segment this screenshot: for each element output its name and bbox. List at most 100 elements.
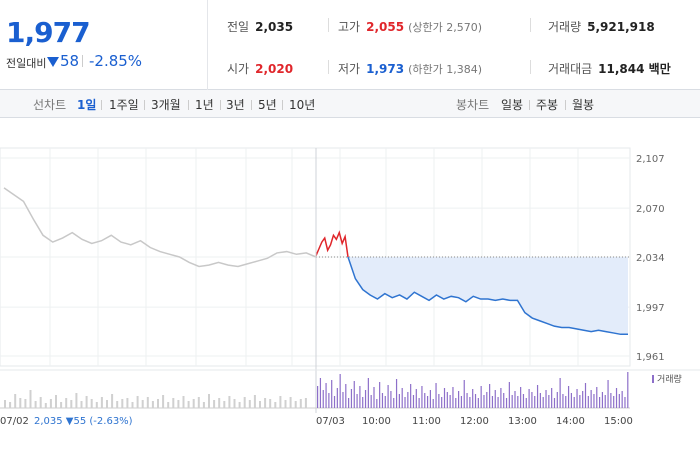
volume-bar	[584, 383, 587, 408]
volume-bar	[274, 402, 277, 408]
x-tick-label: 13:00	[508, 416, 537, 427]
divider	[144, 100, 145, 110]
change-value: 58	[60, 52, 80, 70]
volume-bar	[233, 399, 236, 408]
volume-bar	[525, 398, 527, 408]
volume-bar	[545, 390, 547, 408]
x-tick-label: 07/03	[316, 416, 345, 427]
y-tick-label: 1,961	[636, 352, 665, 363]
volume-bar	[503, 393, 505, 408]
today-up-price-line	[315, 230, 349, 258]
volume-bar	[111, 394, 114, 408]
tab-10y[interactable]: 10년	[289, 98, 316, 112]
tab-monthly[interactable]: 월봉	[572, 98, 595, 112]
volume-bar	[466, 393, 468, 408]
volume-bar	[443, 388, 446, 408]
chart-tabs-bar: 선차트 1일 1주일 3개월 1년 3년 5년 10년 봉차트 일봉 주봉 월봉	[0, 90, 700, 118]
divider	[529, 100, 530, 110]
volume-bar	[182, 396, 185, 408]
volume-bar	[9, 402, 12, 408]
tab-3y[interactable]: 3년	[226, 98, 245, 112]
volume-bar	[248, 400, 251, 408]
volume-bar	[520, 387, 522, 408]
price-chart[interactable]: 2,107 2,070 2,034 1,997 1,961 거래량 07/02 07/03 10…	[0, 118, 700, 450]
line-chart-title: 선차트	[33, 98, 67, 112]
tab-weekly[interactable]: 주봉	[536, 98, 559, 112]
tab-1y[interactable]: 1년	[195, 98, 214, 112]
volume-bar	[85, 396, 88, 408]
volume-bar	[489, 384, 491, 408]
y-tick-label: 2,034	[636, 253, 665, 264]
volume-bar	[570, 393, 572, 408]
volume-bar	[441, 397, 443, 408]
volume-bar	[534, 396, 536, 408]
volume-bar	[304, 398, 307, 408]
volume-bar	[55, 395, 57, 408]
volume-bar	[19, 398, 22, 408]
volume-bar	[322, 390, 324, 408]
tab-1w[interactable]: 1주일	[109, 98, 139, 112]
volume-bar	[95, 402, 98, 408]
volume-bar	[429, 390, 431, 408]
volume-bar	[410, 384, 412, 408]
volume-bar	[395, 379, 398, 408]
volume-bar	[319, 378, 322, 408]
divider	[565, 100, 566, 110]
volume-bar	[573, 397, 575, 408]
volume-bar	[556, 392, 558, 408]
volume-bar	[480, 386, 482, 408]
volume-bar	[100, 397, 103, 408]
volume-bar	[415, 389, 417, 408]
volume-bar	[279, 396, 282, 408]
volume-bar	[398, 394, 400, 408]
volume-bar	[116, 401, 119, 408]
volume-bar	[613, 396, 615, 408]
open-price: 시가 2,020	[227, 62, 294, 76]
volume-bar	[381, 393, 384, 408]
volume-bar	[407, 392, 409, 408]
volume-bar	[522, 394, 525, 408]
volume: 거래량 5,921,918	[548, 20, 655, 34]
high-price: 고가 2,055 (상한가 2,570)	[338, 20, 482, 34]
volume-bar	[596, 387, 598, 408]
tab-3m[interactable]: 3개월	[151, 98, 181, 112]
tab-5y[interactable]: 5년	[258, 98, 277, 112]
volume-bar	[60, 402, 63, 408]
volume-bar	[49, 399, 52, 408]
x-tick-label: 10:00	[362, 416, 391, 427]
volume-bar	[472, 389, 474, 408]
volume-bar	[582, 391, 584, 408]
volume-bar	[517, 396, 519, 408]
volume-bar	[449, 395, 451, 408]
volume-bar	[494, 390, 496, 408]
chart-canvas[interactable]: 2,107 2,070 2,034 1,997 1,961 거래량 07/02 07/03 10…	[0, 118, 700, 450]
volume-bar	[24, 399, 27, 408]
quote-panel: 1,977 전일대비 58 -2.85% 전일 2,035 고가 2,055 (상한가…	[0, 0, 700, 90]
volume-bar	[491, 396, 494, 408]
volume-bar	[565, 396, 567, 408]
volume-bar	[192, 399, 195, 408]
volume-bar	[421, 386, 423, 408]
volume-bar	[599, 397, 601, 408]
volume-bar	[497, 397, 499, 408]
volume-bar	[567, 386, 570, 408]
volume-bar	[367, 378, 369, 408]
volume-bar	[121, 399, 124, 408]
divider	[251, 100, 252, 110]
volume-bar	[213, 400, 216, 408]
volume-bar	[455, 398, 457, 408]
tab-daily[interactable]: 일봉	[501, 98, 524, 112]
divider	[530, 60, 531, 74]
x-tick-label: 14:00	[556, 416, 585, 427]
volume-bar	[601, 392, 604, 408]
divider	[328, 18, 329, 32]
volume-bar	[424, 393, 426, 408]
today-down-price-line	[347, 256, 628, 336]
volume-bar	[34, 401, 37, 408]
tab-1d[interactable]: 1일	[77, 98, 97, 112]
y-tick-label: 2,107	[636, 154, 665, 165]
volume-bar	[331, 380, 333, 408]
volume-bar	[39, 397, 42, 408]
volume-bar	[452, 387, 454, 408]
volume-bar	[162, 395, 165, 408]
